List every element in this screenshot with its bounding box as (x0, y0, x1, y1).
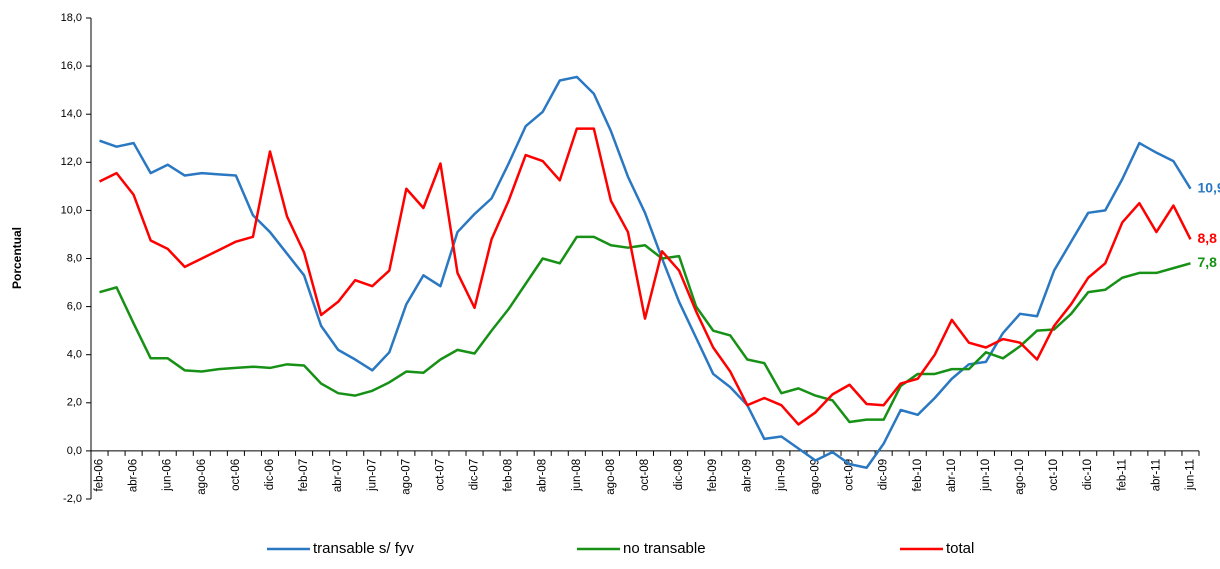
x-tick-label: feb-07 (298, 459, 310, 492)
x-tick-label: jun-08 (571, 459, 583, 492)
x-tick-label: abr-09 (741, 459, 753, 492)
data-label: 8,8 (1197, 230, 1217, 246)
series-line (99, 75, 1192, 469)
data-label: 7,8 (1197, 254, 1217, 270)
y-tick-label: 18,0 (61, 12, 82, 24)
y-tick-label: 8,0 (67, 252, 82, 264)
x-tick-label: oct-07 (434, 459, 446, 491)
x-tick-label: ago-06 (196, 459, 208, 495)
series-line (99, 235, 1191, 424)
x-tick-label: dic-08 (673, 459, 685, 490)
x-tick-label: ago-07 (400, 459, 412, 495)
x-tick-label: feb-06 (94, 459, 106, 492)
y-tick-label: 12,0 (61, 156, 82, 168)
y-tick-label: 4,0 (67, 349, 82, 361)
x-tick-label: jun-11 (1185, 459, 1197, 491)
legend-label: total (946, 540, 974, 557)
x-tick-label: abr-11 (1150, 459, 1162, 491)
x-tick-label: feb-08 (503, 459, 515, 492)
x-tick-label: abr-08 (537, 459, 549, 492)
y-axis-label: Porcentual (10, 227, 24, 289)
x-tick-label: feb-10 (912, 459, 924, 492)
x-tick-label: oct-08 (639, 459, 651, 491)
x-tick-label: jun-09 (775, 459, 787, 492)
x-tick-label: jun-06 (162, 459, 174, 492)
x-tick-label: dic-07 (469, 459, 481, 490)
x-tick-label: dic-10 (1082, 459, 1094, 490)
y-tick-label: -2,0 (63, 493, 82, 505)
data-label: 10,9 (1197, 179, 1220, 195)
x-tick-label: jun-07 (366, 459, 378, 492)
x-tick-label: ago-10 (1014, 459, 1026, 495)
legend-label: transable s/ fyv (313, 540, 414, 557)
x-tick-label: oct-09 (844, 459, 856, 491)
y-tick-label: 10,0 (61, 204, 82, 216)
y-tick-label: 2,0 (67, 397, 82, 409)
x-tick-label: jun-10 (980, 459, 992, 492)
x-tick-label: feb-11 (1116, 459, 1128, 491)
x-tick-label: feb-09 (707, 459, 719, 492)
legend-label: no transable (623, 540, 706, 557)
y-tick-label: 6,0 (67, 301, 82, 313)
x-tick-label: oct-10 (1048, 459, 1060, 491)
y-tick-label: 14,0 (61, 108, 82, 120)
x-tick-label: abr-07 (332, 459, 344, 492)
x-tick-label: oct-06 (230, 459, 242, 491)
x-tick-label: dic-06 (264, 459, 276, 490)
y-tick-label: 0,0 (67, 445, 82, 457)
x-tick-label: abr-10 (946, 459, 958, 492)
x-tick-label: ago-08 (605, 459, 617, 495)
y-tick-label: 16,0 (61, 60, 82, 72)
x-tick-label: dic-09 (878, 459, 890, 490)
series-line (98, 127, 1192, 426)
x-tick-label: ago-09 (809, 459, 821, 495)
x-tick-label: abr-06 (128, 459, 140, 492)
